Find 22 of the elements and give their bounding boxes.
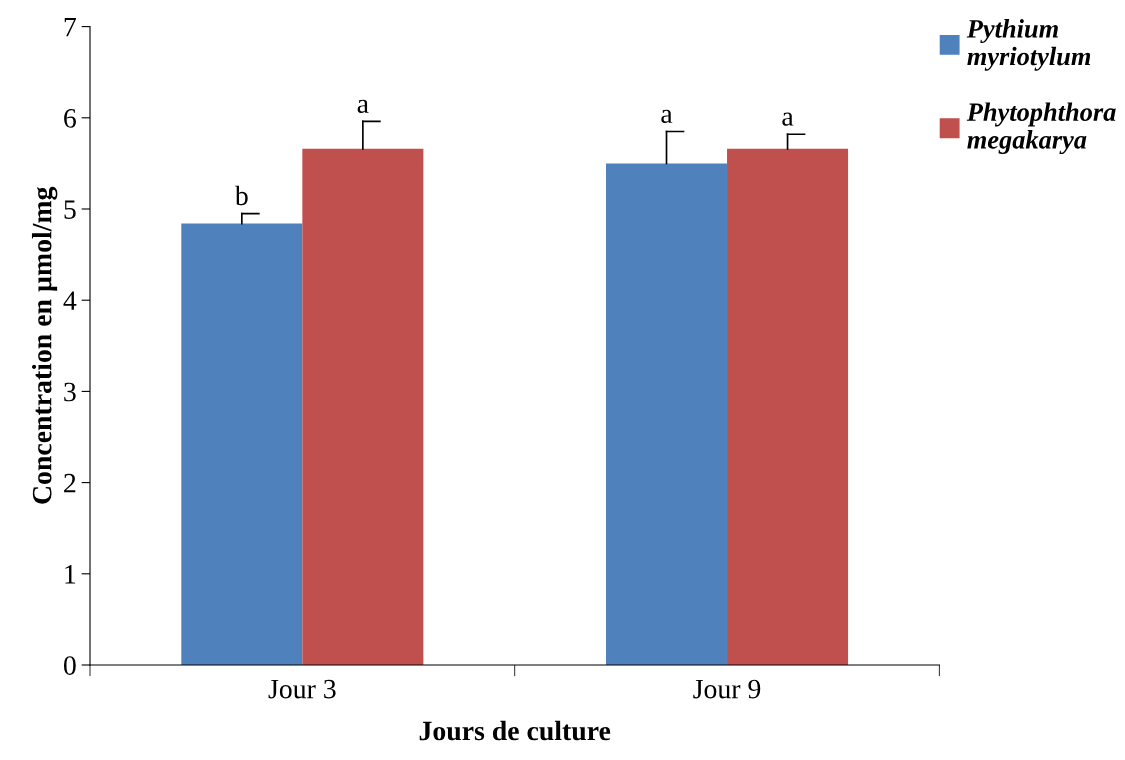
data-label: a (357, 99, 369, 114)
y-tick-label: 7 (64, 18, 77, 37)
x-tick-label: Jour 3 (268, 679, 336, 699)
data-label: b (234, 185, 248, 206)
bar (302, 148, 424, 665)
bar (181, 223, 303, 665)
x-axis-title: Jours de culture (419, 720, 611, 741)
data-label: a (661, 109, 673, 124)
y-tick-label: 0 (63, 656, 76, 675)
bar (727, 148, 849, 665)
data-label: a (782, 112, 794, 126)
legend-label: Phytophthora megakarya (966, 102, 1116, 155)
y-tick-label: 5 (64, 200, 76, 219)
y-tick-label: 1 (65, 565, 76, 584)
bar (606, 163, 728, 665)
y-tick-label: 6 (64, 109, 76, 128)
legend-label: Pythium myriotylum (966, 19, 1091, 71)
y-tick-label: 3 (64, 382, 76, 402)
y-tick-label: 2 (64, 473, 76, 493)
y-tick-label: 4 (63, 291, 77, 310)
x-tick-label: Jour 9 (693, 679, 761, 699)
y-axis-title: Concentration en µmol/mg (31, 186, 58, 504)
